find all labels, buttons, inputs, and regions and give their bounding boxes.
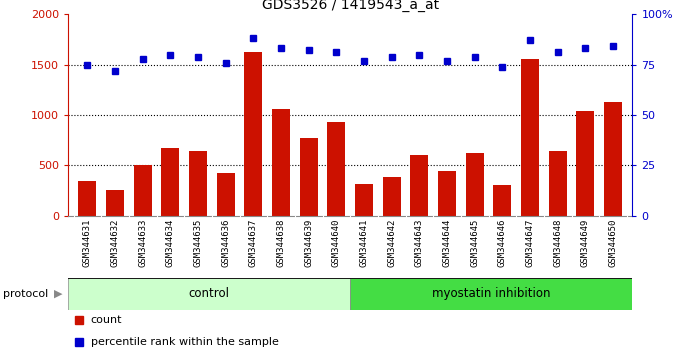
Bar [577, 111, 594, 216]
Text: GSM344640: GSM344640 [332, 219, 341, 267]
Text: GSM344634: GSM344634 [166, 219, 175, 267]
Text: GSM344638: GSM344638 [277, 219, 286, 267]
Text: GSM344648: GSM344648 [554, 219, 562, 267]
Text: GSM344635: GSM344635 [194, 219, 203, 267]
Bar [604, 102, 622, 216]
Bar [494, 185, 511, 216]
Bar [244, 52, 262, 216]
Text: GSM344637: GSM344637 [249, 219, 258, 267]
Bar [134, 166, 152, 216]
Bar [438, 171, 456, 216]
Text: protocol: protocol [3, 289, 49, 299]
Bar [383, 177, 401, 216]
Bar [300, 138, 318, 216]
Title: GDS3526 / 1419543_a_at: GDS3526 / 1419543_a_at [262, 0, 439, 12]
Text: GSM344636: GSM344636 [221, 219, 231, 267]
Text: GSM344631: GSM344631 [83, 219, 92, 267]
Text: GSM344641: GSM344641 [360, 219, 369, 267]
Bar [466, 153, 483, 216]
Bar [78, 181, 97, 216]
Text: percentile rank within the sample: percentile rank within the sample [90, 337, 278, 347]
Bar [410, 155, 428, 216]
Bar [68, 278, 350, 310]
Text: control: control [188, 287, 230, 300]
Text: ▶: ▶ [54, 289, 62, 299]
Bar [189, 152, 207, 216]
Bar [355, 184, 373, 216]
Text: GSM344633: GSM344633 [138, 219, 147, 267]
Text: myostatin inhibition: myostatin inhibition [432, 287, 551, 300]
Bar [327, 122, 345, 216]
Text: GSM344645: GSM344645 [470, 219, 479, 267]
Text: GSM344646: GSM344646 [498, 219, 507, 267]
Text: GSM344647: GSM344647 [526, 219, 534, 267]
Bar [217, 172, 235, 216]
Bar [106, 190, 124, 216]
Text: GSM344639: GSM344639 [304, 219, 313, 267]
Text: GSM344643: GSM344643 [415, 219, 424, 267]
Text: GSM344632: GSM344632 [111, 219, 120, 267]
Text: GSM344650: GSM344650 [609, 219, 617, 267]
Bar [350, 278, 632, 310]
Text: GSM344642: GSM344642 [387, 219, 396, 267]
Text: GSM344644: GSM344644 [443, 219, 452, 267]
Bar [521, 58, 539, 216]
Bar [549, 152, 566, 216]
Text: count: count [90, 315, 122, 325]
Bar [161, 148, 180, 216]
Bar [272, 109, 290, 216]
Text: GSM344649: GSM344649 [581, 219, 590, 267]
